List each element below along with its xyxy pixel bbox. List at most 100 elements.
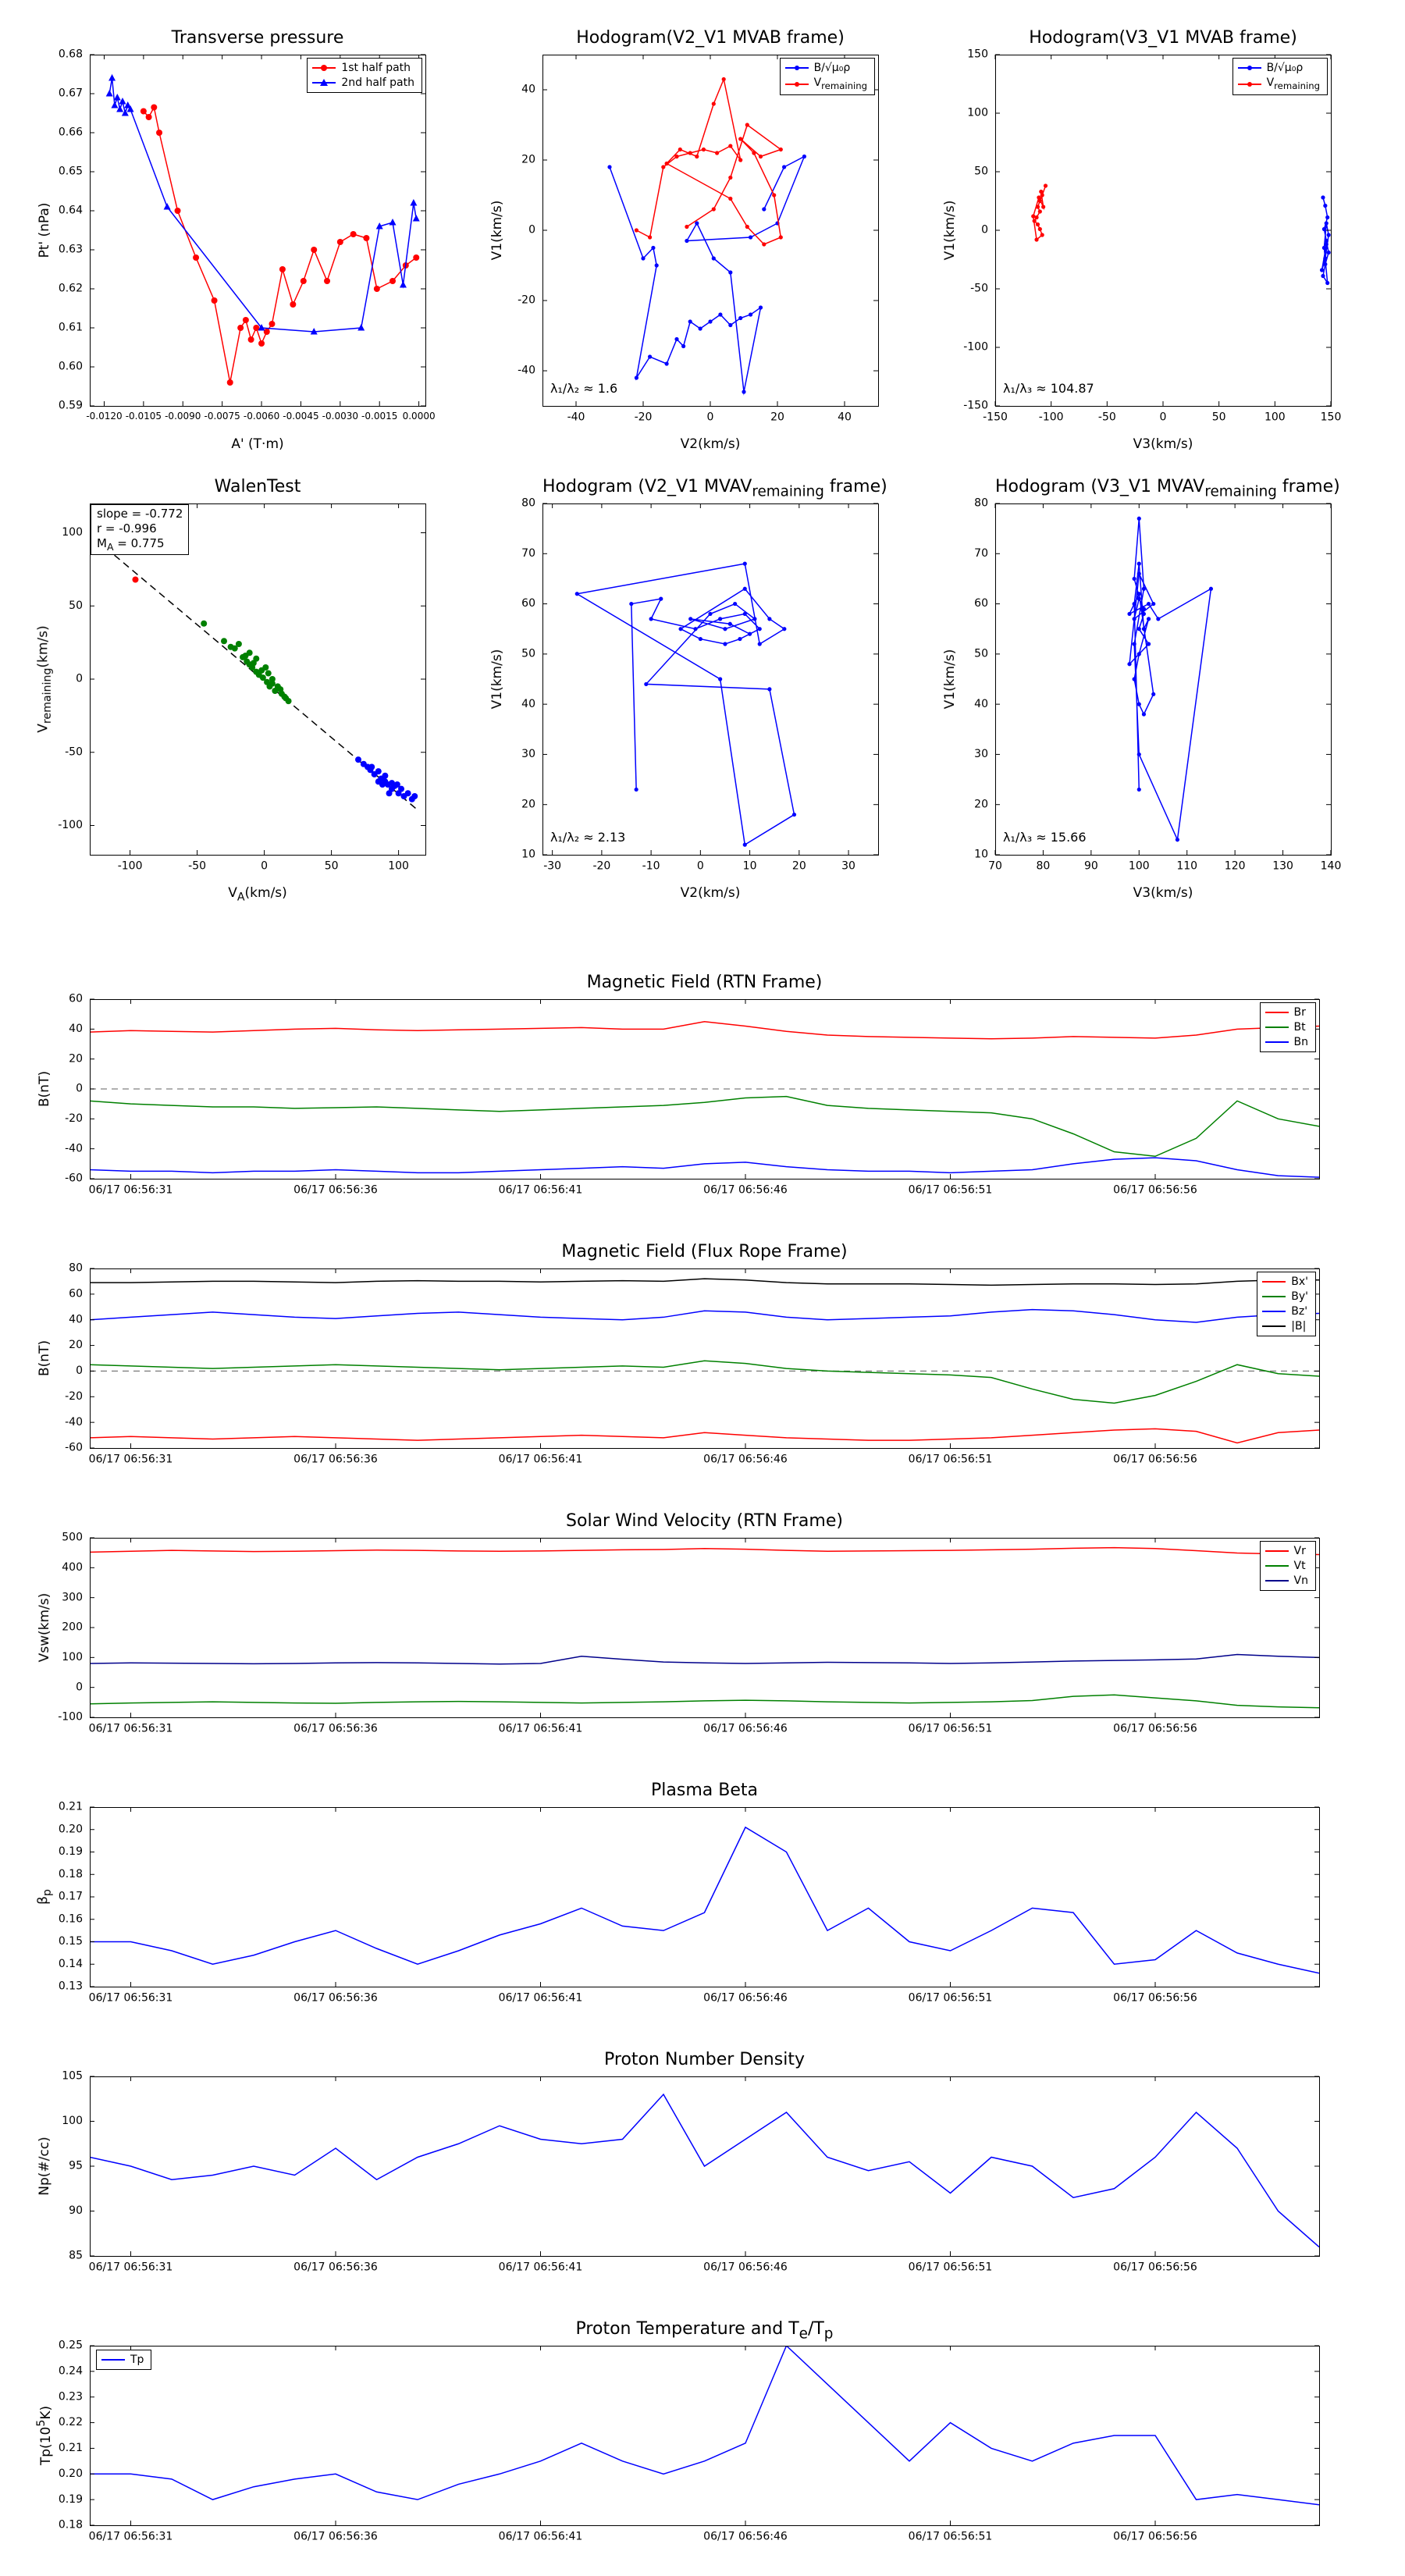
x-axis-label: V2(km/s) xyxy=(680,436,741,452)
legend: Tp xyxy=(96,2350,152,2371)
y-axis-label: Vremaining(km/s) xyxy=(35,625,54,733)
x-axis-label: VA(km/s) xyxy=(228,885,287,904)
legend-label: 2nd half path xyxy=(341,76,414,90)
panel-plasma-beta: Plasma Beta βp xyxy=(31,1772,1343,2006)
legend-entry: Br xyxy=(1264,1006,1308,1019)
y-axis-label: Tp(105K) xyxy=(35,2405,54,2466)
panel-hodogram-v3v1-mvav: Hodogram (V3_V1 MVAVremaining frame) V3(… xyxy=(937,468,1350,906)
annotation-line: slope = -0.772 xyxy=(97,507,183,521)
legend-swatch xyxy=(1237,63,1261,73)
legend-entry: Bn xyxy=(1264,1036,1308,1049)
y-axis-label: B(nT) xyxy=(37,1070,52,1108)
hodogram-v2v1-mvav-plot xyxy=(484,468,898,906)
legend-label: B/√μ₀ρ xyxy=(1266,62,1304,74)
legend-entry: Vremaining xyxy=(784,76,867,91)
legend-label: By' xyxy=(1291,1290,1308,1304)
legend: B/√μ₀ρ Vremaining xyxy=(1232,58,1328,96)
solar-wind-velocity-plot xyxy=(31,1503,1343,1737)
chart-title: Hodogram (V3_V1 MVAVremaining frame) xyxy=(995,477,1340,500)
dot-marker-icon xyxy=(794,81,799,87)
legend-entry: |B| xyxy=(1262,1320,1308,1332)
dot-marker-icon xyxy=(794,66,799,71)
legend-label: 1st half path xyxy=(341,62,411,74)
legend-swatch xyxy=(784,63,809,73)
legend-entry: Bx' xyxy=(1262,1276,1308,1288)
legend-swatch xyxy=(312,78,336,87)
annotation: λ₁/λ₂ ≈ 1.6 xyxy=(550,381,617,397)
annotation-line: λ₁/λ₃ ≈ 104.87 xyxy=(1003,381,1094,396)
legend-swatch xyxy=(312,63,336,73)
annotation: λ₁/λ₂ ≈ 2.13 xyxy=(550,830,625,845)
chart-title: Solar Wind Velocity (RTN Frame) xyxy=(566,1511,843,1531)
legend: Br Bt Bn xyxy=(1259,1002,1316,1053)
legend-swatch xyxy=(1264,1546,1289,1556)
legend-entry: B/√μ₀ρ xyxy=(1237,62,1320,74)
dot-marker-icon xyxy=(1247,66,1252,71)
annotation-line: λ₁/λ₂ ≈ 1.6 xyxy=(550,381,618,396)
chart-title: Hodogram (V2_V1 MVAVremaining frame) xyxy=(542,477,887,500)
annotation-line: λ₁/λ₂ ≈ 2.13 xyxy=(550,830,626,845)
chart-title: Proton Number Density xyxy=(604,2050,805,2069)
y-axis-label: V1(km/s) xyxy=(489,649,505,710)
legend-swatch xyxy=(1264,1037,1289,1047)
chart-title: Transverse pressure xyxy=(171,28,344,48)
legend-label: B/√μ₀ρ xyxy=(813,62,851,74)
magnetic-field-flux-rope-plot xyxy=(31,1233,1343,1468)
proton-temperature-plot xyxy=(31,2311,1343,2545)
legend: Bx' By' Bz' |B| xyxy=(1257,1272,1316,1337)
legend-label: Bt xyxy=(1293,1021,1306,1034)
chart-title: Plasma Beta xyxy=(651,1781,758,1800)
panel-hodogram-v3v1-mvab: Hodogram(V3_V1 MVAB frame) V3(km/s) V1(k… xyxy=(937,20,1350,457)
legend-label: |B| xyxy=(1291,1320,1307,1333)
legend-label: Vn xyxy=(1293,1574,1308,1588)
legend-entry: Vremaining xyxy=(1237,76,1320,91)
panel-magnetic-field-flux-rope: Magnetic Field (Flux Rope Frame) B(nT) B… xyxy=(31,1233,1343,1468)
chart-title: Magnetic Field (RTN Frame) xyxy=(586,973,823,992)
y-axis-label: Np(#/cc) xyxy=(37,2137,52,2196)
panel-magnetic-field-rtn: Magnetic Field (RTN Frame) B(nT) Br Bt Bn xyxy=(31,964,1343,1198)
legend-label: Vt xyxy=(1293,1560,1306,1573)
legend-swatch xyxy=(1262,1322,1286,1331)
legend-label: Br xyxy=(1293,1006,1306,1019)
legend-swatch xyxy=(1262,1307,1286,1316)
y-axis-label: Vsw(km/s) xyxy=(37,1592,52,1663)
hodogram-v3v1-mvav-plot xyxy=(937,468,1350,906)
legend-entry: Tp xyxy=(101,2354,144,2366)
legend-swatch xyxy=(1264,1023,1289,1032)
magnetic-field-rtn-plot xyxy=(31,964,1343,1198)
chart-title: Magnetic Field (Flux Rope Frame) xyxy=(561,1242,848,1261)
legend-entry: By' xyxy=(1262,1290,1308,1303)
x-axis-label: V3(km/s) xyxy=(1133,885,1193,901)
legend-label: Bn xyxy=(1293,1036,1308,1049)
legend-label: Tp xyxy=(130,2354,144,2366)
legend: Vr Vt Vn xyxy=(1259,1541,1316,1592)
legend-label: Vremaining xyxy=(1266,76,1320,91)
legend-entry: B/√μ₀ρ xyxy=(784,62,867,74)
legend-entry: 2nd half path xyxy=(312,76,414,89)
panel-proton-temperature: Proton Temperature and Te/Tp Tp(105K) Tp xyxy=(31,2311,1343,2545)
legend-swatch xyxy=(1264,1576,1289,1585)
legend-entry: Bz' xyxy=(1262,1305,1308,1318)
legend-entry: Bt xyxy=(1264,1021,1308,1034)
legend-entry: Vn xyxy=(1264,1574,1308,1588)
dot-marker-icon xyxy=(1247,81,1252,87)
circle-marker-icon xyxy=(321,65,328,72)
annotation: λ₁/λ₃ ≈ 104.87 xyxy=(1003,381,1094,397)
chart-title: WalenTest xyxy=(214,477,301,496)
chart-title: Hodogram(V3_V1 MVAB frame) xyxy=(1029,28,1297,48)
y-axis-label: Pt' (nPa) xyxy=(37,202,52,258)
legend: 1st half path 2nd half path xyxy=(307,58,422,94)
legend-swatch xyxy=(1237,80,1261,89)
panel-solar-wind-velocity: Solar Wind Velocity (RTN Frame) Vsw(km/s… xyxy=(31,1503,1343,1737)
legend-swatch xyxy=(101,2355,125,2364)
legend-swatch xyxy=(784,80,809,89)
legend-entry: 1st half path xyxy=(312,62,414,74)
legend-label: Vremaining xyxy=(813,76,867,91)
x-axis-label: V3(km/s) xyxy=(1133,436,1193,452)
y-axis-label: V1(km/s) xyxy=(489,200,505,261)
y-axis-label: V1(km/s) xyxy=(942,649,958,710)
legend-label: Bx' xyxy=(1291,1276,1308,1288)
annotation-line: λ₁/λ₃ ≈ 15.66 xyxy=(1003,830,1087,845)
legend-swatch xyxy=(1262,1292,1286,1301)
legend-entry: Vr xyxy=(1264,1545,1308,1557)
